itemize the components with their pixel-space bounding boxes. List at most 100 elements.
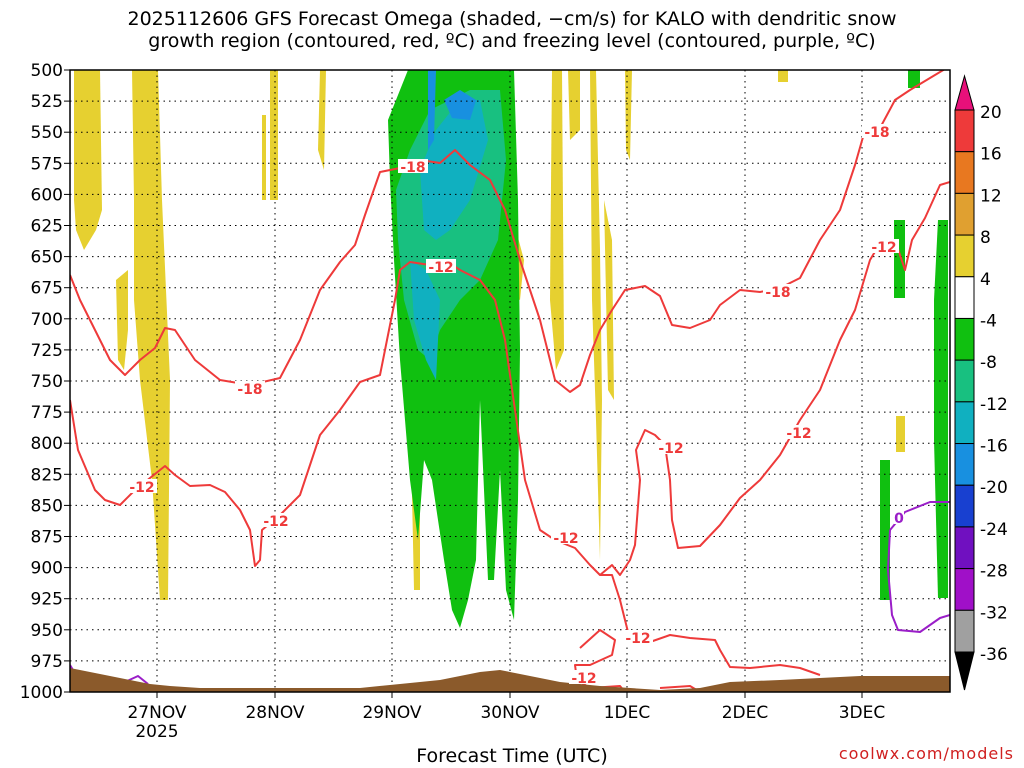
colorbar-segment [954,484,975,528]
omega-region [908,70,920,88]
contour-label: -18 [400,160,425,176]
contour-line [70,70,946,393]
credit-text: coolwx.com/models [838,744,1014,763]
colorbar-segment [954,568,975,611]
contour-label-bg [894,510,904,524]
colorbar-segment [954,359,975,403]
contour-label-bg [235,381,265,395]
x-tick-label: 2DEC [722,703,769,723]
colorbar-label: -20 [980,478,1008,498]
omega-region [550,70,564,370]
colorbar-bottom-arrow [954,651,975,691]
y-tick-label: 975 [31,652,63,672]
contour-label-bg [426,259,456,273]
colorbar-label: -24 [980,520,1008,540]
omega-region [604,200,614,400]
contour-label-bg [862,124,892,138]
y-tick-label: 725 [31,341,63,361]
y-tick-label: 900 [31,559,63,579]
contour-label: -12 [263,514,288,530]
y-tick-label: 875 [31,528,63,548]
colorbar-label: -4 [980,311,997,331]
omega-region [896,416,905,452]
contour-label: -12 [553,531,578,547]
omega-region [262,115,266,200]
colorbar-segment [954,234,975,278]
contour-label: -12 [428,260,453,276]
contour-label: 0 [894,511,904,527]
ground-terrain [70,668,950,692]
colorbar-label: 12 [980,186,1002,206]
colorbar-top-arrow [954,74,975,111]
omega-region [568,70,580,140]
y-tick-label: 925 [31,590,63,610]
contour-labels: -18 -18 -18 -18 -12 -12 -12 -12 -12 -12 -12 -12 -12 0 [127,124,904,687]
y-tick-label: 850 [31,496,63,516]
omega-region [270,70,278,200]
contour-line [887,529,950,633]
y-tick-label: 750 [31,372,63,392]
y-tick-label: 800 [31,434,63,454]
colorbar-label: 4 [980,270,991,290]
y-tick-label: 525 [31,92,63,112]
y-tick-label: 700 [31,310,63,330]
colorbar-label: -16 [980,437,1008,457]
contour-label: -18 [765,285,790,301]
colorbar-segment [954,109,975,153]
colorbar-segment [954,276,975,319]
x-tick-label: 2025 [135,722,178,742]
ground-polygon [70,668,950,692]
omega-region [428,70,436,150]
contour-label: -18 [237,382,262,398]
x-tick-label: 30NOV [480,703,539,723]
y-tick-label: 550 [31,123,63,143]
x-tick-label: 1DEC [604,703,651,723]
contour-label: -12 [129,480,154,496]
colorbar-segment [954,401,975,445]
y-tick-label: 600 [31,185,63,205]
colorbar-label: -12 [980,395,1008,415]
contour-label: -12 [571,671,596,687]
contour-label-bg [261,513,291,527]
y-tick-label: 575 [31,154,63,174]
contour-label-bg [127,479,157,493]
contour-label-bg [784,425,814,439]
omega-region [116,270,128,370]
y-tick-label: 675 [31,279,63,299]
contour-label-bg [763,284,793,298]
title-line-2: growth region (contoured, red, ºC) and f… [148,30,876,52]
contour-label: -18 [864,125,889,141]
omega-region [934,220,948,598]
contour-label-bg [656,440,686,454]
chart-title: 2025112606 GFS Forecast Omega (shaded, −… [0,8,1024,52]
omega-shading [74,70,948,628]
omega-region [778,70,788,82]
contour-label-bg [623,630,653,644]
y-axis-ticks: 500 525 550 575 600 625 650 675 700 725 750 775 800 8… [20,61,70,703]
contour-label-bg [398,159,428,173]
omega-region [318,70,326,170]
omega-region [590,70,602,560]
colorbar-label: -36 [980,645,1008,665]
omega-region [894,220,905,298]
omega-region [444,90,476,120]
colorbar-segment [954,443,975,486]
colorbar-label: -8 [980,353,997,373]
x-tick-label: 29NOV [362,703,421,723]
contour-label-bg [551,530,581,544]
colorbar-segment [954,526,975,570]
colorbar-segment [954,151,975,194]
contour-label-bg [569,670,599,684]
y-tick-label: 1000 [20,683,63,703]
y-tick-label: 775 [31,403,63,423]
x-tick-label: 28NOV [245,703,304,723]
contour-label-bg [869,239,899,253]
contour-label: -12 [871,240,896,256]
omega-region [625,70,632,160]
colorbar-label: -32 [980,603,1008,623]
contour-label: -12 [658,441,683,457]
colorbar-label: -28 [980,562,1008,582]
omega-region [420,100,488,240]
